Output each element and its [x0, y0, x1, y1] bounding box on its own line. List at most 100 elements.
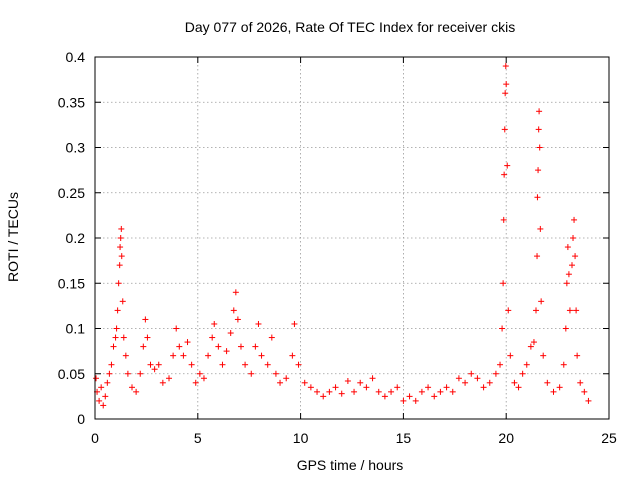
data-point	[166, 375, 173, 382]
data-point	[96, 397, 103, 404]
data-point	[170, 352, 177, 359]
data-point	[537, 225, 544, 232]
data-point	[375, 388, 382, 395]
data-point	[211, 320, 218, 327]
data-point	[124, 370, 131, 377]
data-point	[200, 375, 207, 382]
x-tick-label: 0	[91, 430, 99, 446]
data-point	[497, 361, 504, 368]
data-point	[534, 253, 541, 260]
data-point	[301, 379, 308, 386]
data-point	[232, 289, 239, 296]
data-point	[499, 325, 506, 332]
data-point	[137, 370, 144, 377]
data-point	[113, 325, 120, 332]
data-point	[176, 343, 183, 350]
data-point	[116, 262, 123, 269]
data-point	[117, 235, 124, 241]
data-point	[248, 370, 255, 377]
data-point	[144, 334, 151, 341]
data-point	[223, 348, 230, 355]
data-point	[468, 370, 475, 377]
data-point	[140, 343, 147, 350]
data-point	[565, 271, 572, 278]
data-point	[93, 375, 100, 382]
data-point	[406, 393, 413, 400]
data-point	[114, 307, 121, 314]
data-point	[108, 361, 115, 368]
data-point	[283, 375, 290, 382]
data-point	[536, 108, 543, 115]
y-tick-label: 0.1	[66, 321, 86, 337]
y-tick-label: 0.35	[58, 94, 85, 110]
y-tick-label: 0.3	[66, 140, 86, 156]
data-point	[110, 343, 117, 350]
data-point	[462, 379, 469, 386]
data-point	[515, 384, 522, 391]
data-point	[474, 375, 481, 382]
grid-lines	[95, 57, 609, 419]
data-point	[151, 366, 158, 373]
data-point	[480, 384, 487, 391]
data-point	[118, 225, 125, 232]
data-point	[209, 334, 216, 341]
data-point	[530, 339, 537, 346]
data-point	[412, 397, 419, 404]
data-point	[272, 370, 279, 377]
data-point	[237, 343, 244, 350]
data-point	[122, 352, 129, 359]
data-point	[104, 379, 111, 386]
x-tick-label: 20	[498, 430, 514, 446]
y-tick-label: 0	[77, 411, 85, 427]
data-point	[332, 384, 339, 391]
data-point	[252, 343, 259, 350]
x-tick-label: 25	[601, 430, 617, 446]
data-point	[268, 334, 275, 341]
y-tick-label: 0.15	[58, 275, 85, 291]
data-point	[568, 262, 575, 269]
data-point	[100, 402, 107, 409]
data-point	[295, 361, 302, 368]
data-point	[394, 384, 401, 391]
chart-title: Day 077 of 2026, Rate Of TEC Index for r…	[185, 19, 515, 35]
data-point	[571, 216, 578, 223]
data-point	[117, 244, 124, 251]
plot-frame	[94, 56, 610, 420]
data-point	[455, 375, 462, 382]
data-point	[129, 384, 136, 391]
x-tick-label: 5	[194, 430, 202, 446]
data-point	[535, 167, 542, 174]
data-point	[242, 361, 249, 368]
data-point	[363, 384, 370, 391]
data-point	[205, 352, 212, 359]
data-point	[501, 171, 508, 178]
data-point	[534, 194, 541, 201]
data-point	[425, 384, 432, 391]
x-axis-label: GPS time / hours	[297, 457, 404, 473]
data-point	[351, 388, 358, 395]
data-point	[147, 361, 154, 368]
data-point	[314, 388, 321, 395]
data-point	[112, 334, 119, 341]
data-point	[381, 393, 388, 400]
data-point	[230, 307, 237, 314]
data-point	[196, 370, 203, 377]
data-point	[560, 361, 567, 368]
data-point	[142, 316, 149, 323]
data-point	[264, 361, 271, 368]
data-point	[320, 393, 327, 400]
x-tick-label: 10	[293, 430, 309, 446]
data-point	[577, 379, 584, 386]
data-point	[536, 144, 543, 151]
data-point	[535, 126, 542, 133]
data-point	[519, 370, 526, 377]
data-point	[326, 388, 333, 395]
data-point	[437, 388, 444, 395]
data-point	[102, 393, 109, 400]
y-tick-label: 0.05	[58, 366, 85, 382]
data-point	[443, 384, 450, 391]
data-point	[544, 379, 551, 386]
data-point	[540, 352, 547, 359]
data-point	[155, 361, 162, 368]
